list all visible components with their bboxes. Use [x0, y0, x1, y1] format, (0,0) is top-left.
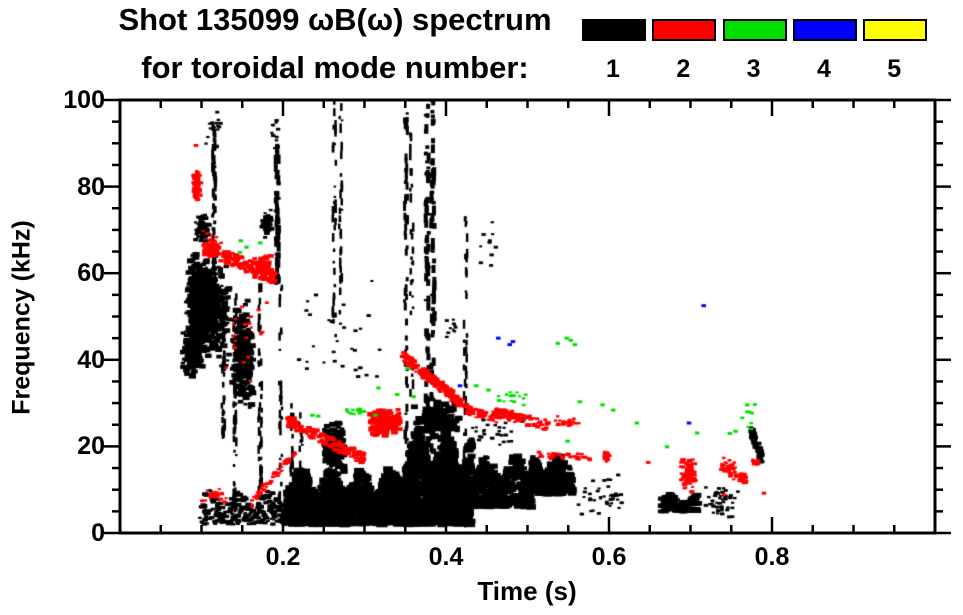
- y-tick-label-40: 40: [77, 345, 105, 374]
- y-tick-label-60: 60: [77, 259, 105, 288]
- x-axis-title: Time (s): [477, 576, 577, 606]
- x-tick-label-0.8: 0.8: [754, 543, 790, 571]
- x-tick-label-0.6: 0.6: [591, 543, 627, 571]
- x-tick-label-0.2: 0.2: [265, 543, 301, 571]
- y-tick-label-0: 0: [91, 519, 105, 547]
- x-tick-label-0.4: 0.4: [428, 543, 464, 571]
- y-axis-title: Frequency (kHz): [7, 220, 36, 415]
- y-tick-label-100: 100: [63, 86, 105, 114]
- y-tick-label-80: 80: [77, 172, 105, 201]
- y-tick-label-20: 20: [77, 432, 105, 461]
